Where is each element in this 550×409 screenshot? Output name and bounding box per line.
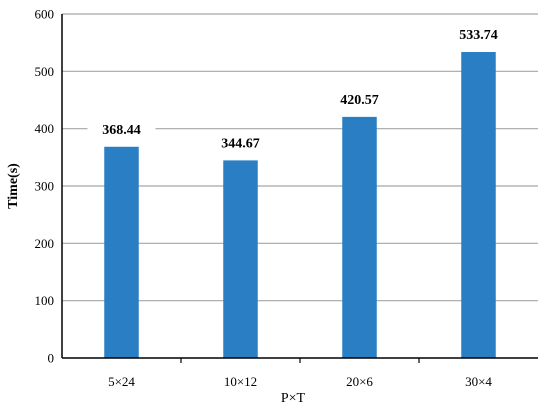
data-label: 420.57 xyxy=(340,93,379,108)
data-label: 344.67 xyxy=(221,136,260,151)
y-axis-title: Time(s) xyxy=(6,163,21,209)
y-tick-label: 400 xyxy=(35,121,55,136)
bar-3 xyxy=(342,116,377,358)
bar-1 xyxy=(104,146,139,358)
y-tick-label: 600 xyxy=(35,7,55,22)
data-label-background xyxy=(206,132,275,153)
axes: 0 100 200 300 400 500 600 5×24 10×12 20×6 30×4 xyxy=(35,7,538,389)
data-label-background xyxy=(444,23,513,44)
data-label-background xyxy=(325,88,394,109)
y-tick-label: 200 xyxy=(35,236,55,251)
data-label: 368.44 xyxy=(102,123,141,138)
x-tick-label: 10×12 xyxy=(224,374,257,389)
y-tick-label: 0 xyxy=(48,351,55,366)
bars xyxy=(104,51,496,358)
x-axis-title: P×T xyxy=(281,391,306,406)
x-tick-label: 5×24 xyxy=(108,374,135,389)
data-label: 533.74 xyxy=(459,28,498,43)
x-tick-label: 30×4 xyxy=(465,374,492,389)
x-tick-label: 20×6 xyxy=(346,374,373,389)
y-tick-label: 500 xyxy=(35,64,55,79)
data-labels: 368.44 344.67 420.57 533.74 xyxy=(87,23,513,153)
y-tick-label: 300 xyxy=(35,179,55,194)
bar-2 xyxy=(223,160,258,358)
data-label-background xyxy=(87,118,156,139)
bar-4 xyxy=(461,51,496,358)
y-tick-label: 100 xyxy=(35,293,55,308)
